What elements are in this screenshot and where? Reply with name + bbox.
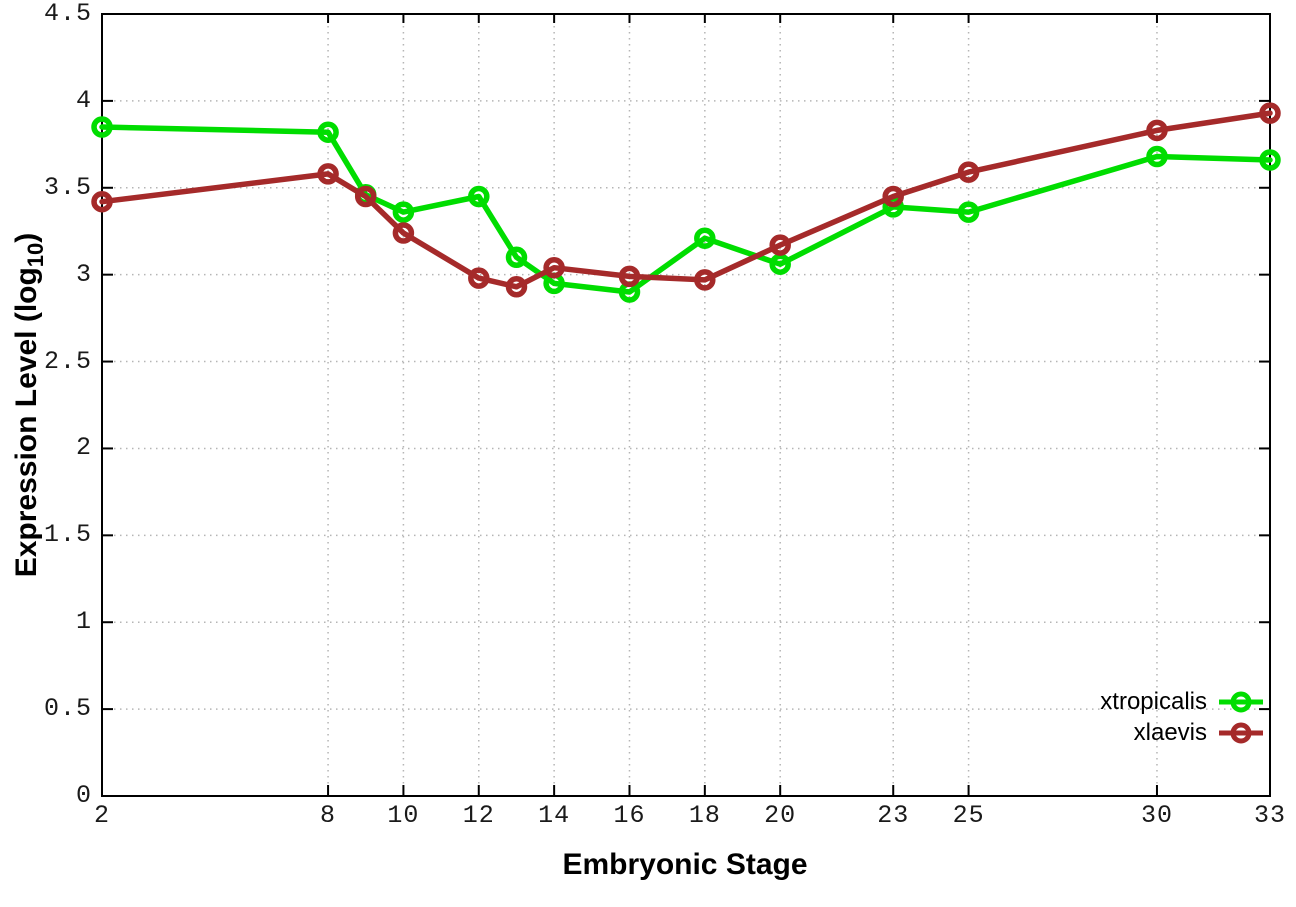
- point-xlaevis-16: [618, 265, 641, 288]
- point-xtropicalis-20: [769, 253, 791, 275]
- point-xtropicalis-2: [91, 116, 113, 138]
- legend-sample-xlaevis: [1219, 722, 1263, 744]
- point-xlaevis-9: [354, 185, 377, 208]
- x-tick-label-12: 12: [462, 801, 495, 830]
- point-xlaevis-12: [468, 267, 490, 289]
- y-axis-title: Expression Level (log10): [10, 232, 48, 578]
- y-tick-label-2.5: 2.5: [43, 346, 92, 376]
- legend-entry-xlaevis: xlaevis: [1134, 719, 1263, 747]
- point-xtropicalis-25: [957, 201, 980, 223]
- point-xlaevis-14: [543, 256, 565, 279]
- point-xlaevis-2: [91, 190, 113, 213]
- x-tick-label-30: 30: [1140, 801, 1173, 830]
- point-xtropicalis-10: [392, 201, 415, 223]
- point-xlaevis-20: [769, 234, 791, 256]
- x-tick-label-23: 23: [877, 801, 910, 830]
- point-xlaevis-23: [882, 185, 904, 208]
- legend-label-xlaevis: xlaevis: [1133, 719, 1207, 746]
- y-tick-label-4: 4: [75, 85, 92, 115]
- point-xtropicalis-8: [317, 121, 339, 143]
- x-tick-label-10: 10: [387, 801, 420, 830]
- legend-sample-xtropicalis: [1219, 691, 1263, 713]
- series-line-xlaevis: [99, 110, 1273, 290]
- x-tick-label-33: 33: [1253, 801, 1286, 830]
- series-line-xtropicalis: [99, 124, 1273, 295]
- point-xtropicalis-13: [505, 246, 528, 269]
- point-xlaevis-18: [694, 269, 716, 291]
- y-tick-label-2: 2: [75, 433, 92, 463]
- y-tick-label-3.5: 3.5: [43, 172, 92, 202]
- x-tick-label-8: 8: [320, 801, 337, 830]
- y-tick-label-4.5: 4.5: [43, 0, 92, 28]
- point-xtropicalis-30: [1146, 145, 1168, 168]
- y-tick-label-0.5: 0.5: [43, 694, 92, 724]
- y-tick-label-3: 3: [75, 259, 92, 289]
- x-tick-label-16: 16: [613, 801, 646, 830]
- y-axis-title-main: Expression Level (log: [10, 267, 43, 578]
- legend-entry-xtropicalis: xtropicalis: [1100, 688, 1263, 716]
- point-xlaevis-25: [957, 161, 980, 183]
- x-tick-label-14: 14: [538, 801, 571, 830]
- y-axis-title-end: ): [10, 232, 43, 243]
- x-tick-label-20: 20: [764, 801, 797, 830]
- legend-label-xtropicalis: xtropicalis: [1100, 688, 1207, 715]
- point-xlaevis-13: [505, 276, 528, 298]
- x-tick-label-18: 18: [688, 801, 721, 830]
- point-xtropicalis-12: [468, 185, 490, 208]
- x-tick-label-25: 25: [952, 801, 985, 830]
- point-xtropicalis-33: [1259, 149, 1281, 171]
- y-tick-label-1.5: 1.5: [43, 520, 92, 550]
- point-xlaevis-33: [1259, 102, 1281, 124]
- x-axis-title: Embryonic Stage: [562, 848, 808, 881]
- plot-border: [101, 13, 1271, 797]
- point-xtropicalis-18: [694, 227, 716, 249]
- y-axis-title-subscript: 10: [23, 242, 48, 268]
- x-tick-label-2: 2: [93, 801, 110, 830]
- y-tick-label-0: 0: [75, 781, 92, 810]
- point-xlaevis-10: [392, 222, 415, 244]
- point-xlaevis-8: [317, 163, 339, 185]
- y-tick-label-1: 1: [75, 607, 92, 637]
- point-xlaevis-30: [1146, 119, 1168, 142]
